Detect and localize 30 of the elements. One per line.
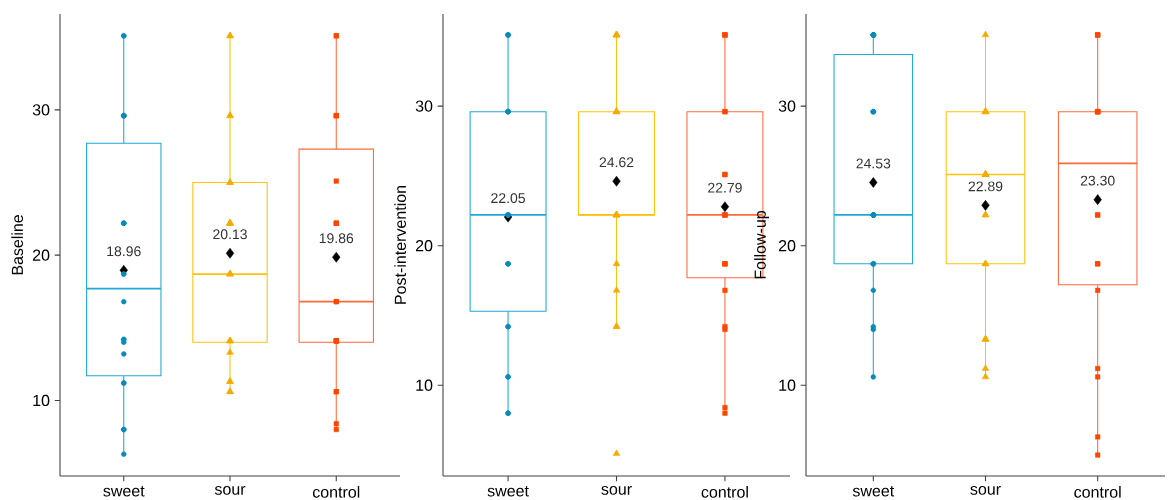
y-tick-label: 30 [32, 104, 50, 116]
annotation: 22.89 [968, 181, 1003, 192]
x-tick-label: control [1074, 486, 1121, 498]
annotation: 24.53 [856, 158, 891, 169]
y-axis-title: Follow-up [754, 211, 770, 279]
y-tick-label: 20 [415, 240, 433, 252]
annotation: 22.05 [491, 193, 525, 204]
annotation: 18.96 [107, 246, 141, 257]
y-tick-label: 20 [778, 240, 796, 252]
x-tick-label: sweet [103, 486, 145, 497]
y-tick-label: 30 [778, 100, 796, 112]
annotation: 22.79 [708, 182, 742, 193]
y-tick-label: 10 [33, 394, 50, 407]
y-axis-title: Post-intervention [394, 186, 406, 304]
annotation: 23.30 [1080, 175, 1115, 186]
y-tick-label: 20 [32, 249, 50, 261]
annotation: 20.13 [213, 229, 247, 240]
x-tick-label: control [312, 486, 360, 498]
annotation: 19.86 [319, 233, 354, 244]
x-tick-label: sweet [487, 486, 529, 497]
annotation: 24.62 [599, 157, 634, 168]
x-tick-label: sweet [852, 486, 895, 497]
y-tick-label: 30 [415, 100, 433, 112]
y-tick-label: 10 [416, 379, 433, 391]
x-tick-label: sour [601, 486, 632, 495]
y-axis-title: Baseline [11, 215, 24, 275]
x-tick-label: sour [970, 486, 1001, 495]
x-tick-label: sour [214, 486, 246, 495]
y-tick-label: 10 [779, 379, 796, 391]
x-tick-label: control [701, 486, 748, 498]
